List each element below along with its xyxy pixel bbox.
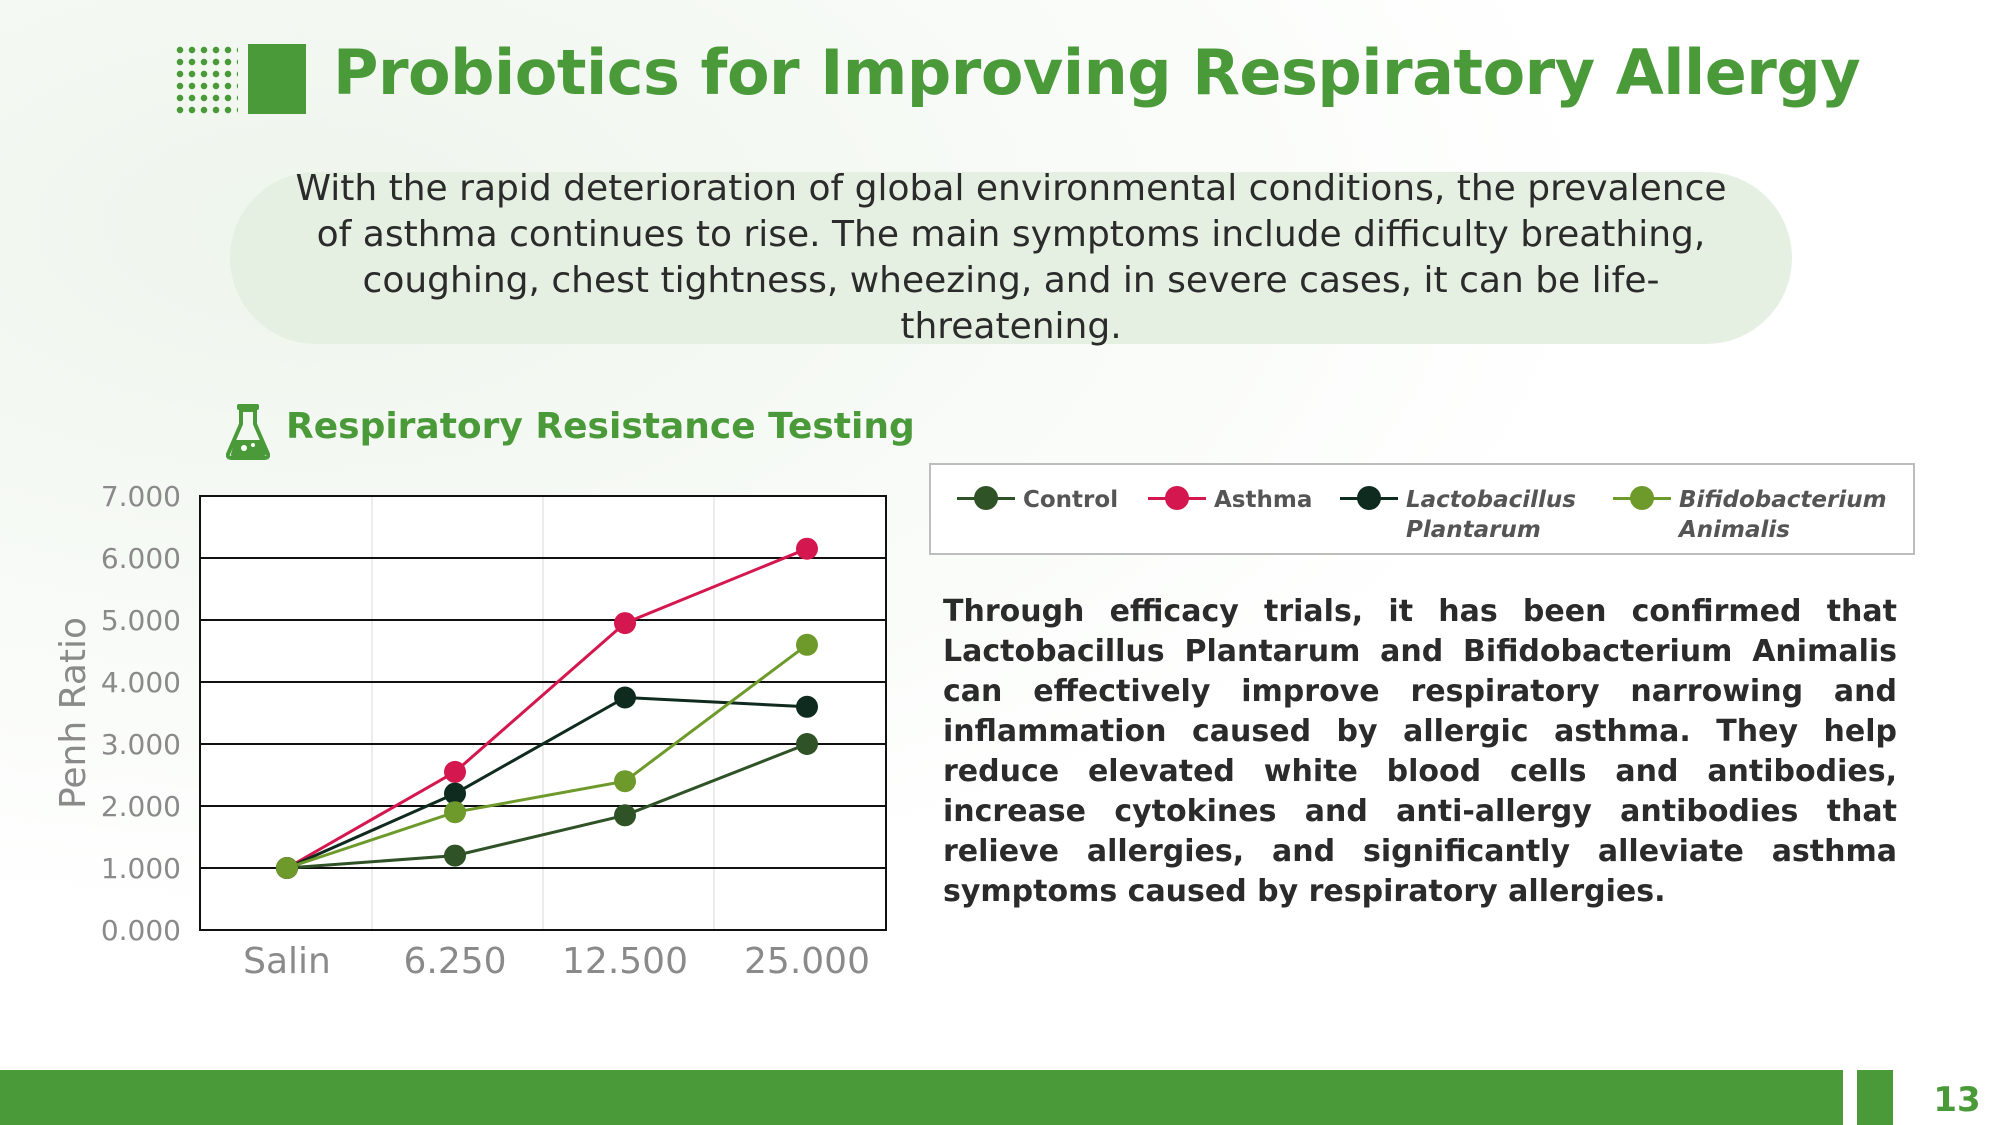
y-tick-label: 0.000 — [101, 914, 181, 947]
y-tick-label: 1.000 — [101, 852, 181, 885]
page-number: 13 — [1933, 1080, 1981, 1120]
data-point-asthma — [614, 612, 636, 635]
intro-pill: With the rapid deterioration of global e… — [230, 168, 1792, 347]
y-tick-label: 3.000 — [101, 728, 181, 761]
y-tick-label: 2.000 — [101, 790, 181, 823]
y-tick-label: 7.000 — [101, 480, 181, 513]
footer-bar — [0, 1070, 1843, 1125]
legend-label-bifidobacterium-line2: Animalis — [1679, 517, 1791, 543]
data-point-control — [444, 844, 466, 867]
x-tick-label: Salin — [243, 941, 331, 982]
y-axis-label: Penh Ratio — [53, 617, 94, 809]
legend-item-asthma: Asthma — [1148, 485, 1312, 515]
data-point-control — [614, 804, 636, 827]
footer-accent-block — [1857, 1070, 1893, 1125]
chart-legend: Control Asthma Lactobacillus Plantarum Bi… — [929, 463, 1915, 555]
data-point-bifidobacterium-animalis — [276, 857, 298, 879]
data-point-lactobacillus-plantarum — [614, 686, 636, 709]
flask-icon — [226, 404, 270, 460]
data-point-bifidobacterium-animalis — [444, 801, 466, 824]
legend-item-lactobacillus: Lactobacillus Plantarum — [1340, 485, 1576, 545]
legend-label-asthma: Asthma — [1214, 487, 1313, 513]
y-tick-label: 6.000 — [101, 542, 181, 575]
x-tick-label: 6.250 — [403, 941, 506, 982]
series-line-control — [286, 742, 808, 870]
x-tick-label: 12.500 — [562, 941, 688, 982]
legend-label-bifidobacterium: Bifidobacterium Animalis — [1679, 485, 1887, 545]
x-tick-label: 25.000 — [744, 941, 870, 982]
chart-subtitle: Respiratory Resistance Testing — [286, 406, 915, 447]
line-chart: 0.000 1.000 2.000 3.000 4.000 5.000 6.000 7.000… — [53, 480, 887, 982]
y-tick-label: 5.000 — [101, 604, 181, 637]
series-line-lactobacillus-plantarum — [286, 695, 808, 870]
data-point-lactobacillus-plantarum — [444, 782, 466, 805]
legend-marker-bifidobacterium — [1613, 485, 1671, 511]
legend-label-bifidobacterium-line1: Bifidobacterium — [1679, 487, 1887, 513]
findings-paragraph: Through efficacy trials, it has been con… — [943, 594, 1897, 909]
data-point-bifidobacterium-animalis — [796, 633, 818, 656]
title-dots-decoration — [174, 44, 238, 116]
legend-item-control: Control — [957, 485, 1118, 515]
legend-label-lactobacillus-line2: Plantarum — [1406, 517, 1541, 543]
legend-label-lactobacillus: Lactobacillus Plantarum — [1406, 485, 1576, 545]
legend-marker-asthma — [1148, 485, 1206, 511]
y-tick-label: 4.000 — [101, 666, 181, 699]
legend-label-control: Control — [1023, 487, 1119, 513]
series-line-bifidobacterium-animalis — [286, 643, 808, 870]
data-point-control — [796, 733, 818, 755]
plot-border — [199, 495, 887, 931]
data-point-asthma — [444, 760, 466, 783]
page-title: Probiotics for Improving Respiratory All… — [333, 36, 1861, 109]
intro-text: With the rapid deterioration of global e… — [295, 168, 1727, 347]
title-accent-block — [248, 44, 306, 114]
legend-label-lactobacillus-line1: Lactobacillus — [1406, 487, 1576, 513]
legend-marker-control — [957, 485, 1015, 511]
legend-marker-lactobacillus — [1340, 485, 1398, 511]
legend-item-bifidobacterium: Bifidobacterium Animalis — [1613, 485, 1887, 545]
series-line-asthma — [286, 547, 808, 870]
data-point-bifidobacterium-animalis — [614, 770, 636, 793]
data-point-lactobacillus-plantarum — [796, 695, 818, 718]
data-point-asthma — [796, 537, 818, 560]
